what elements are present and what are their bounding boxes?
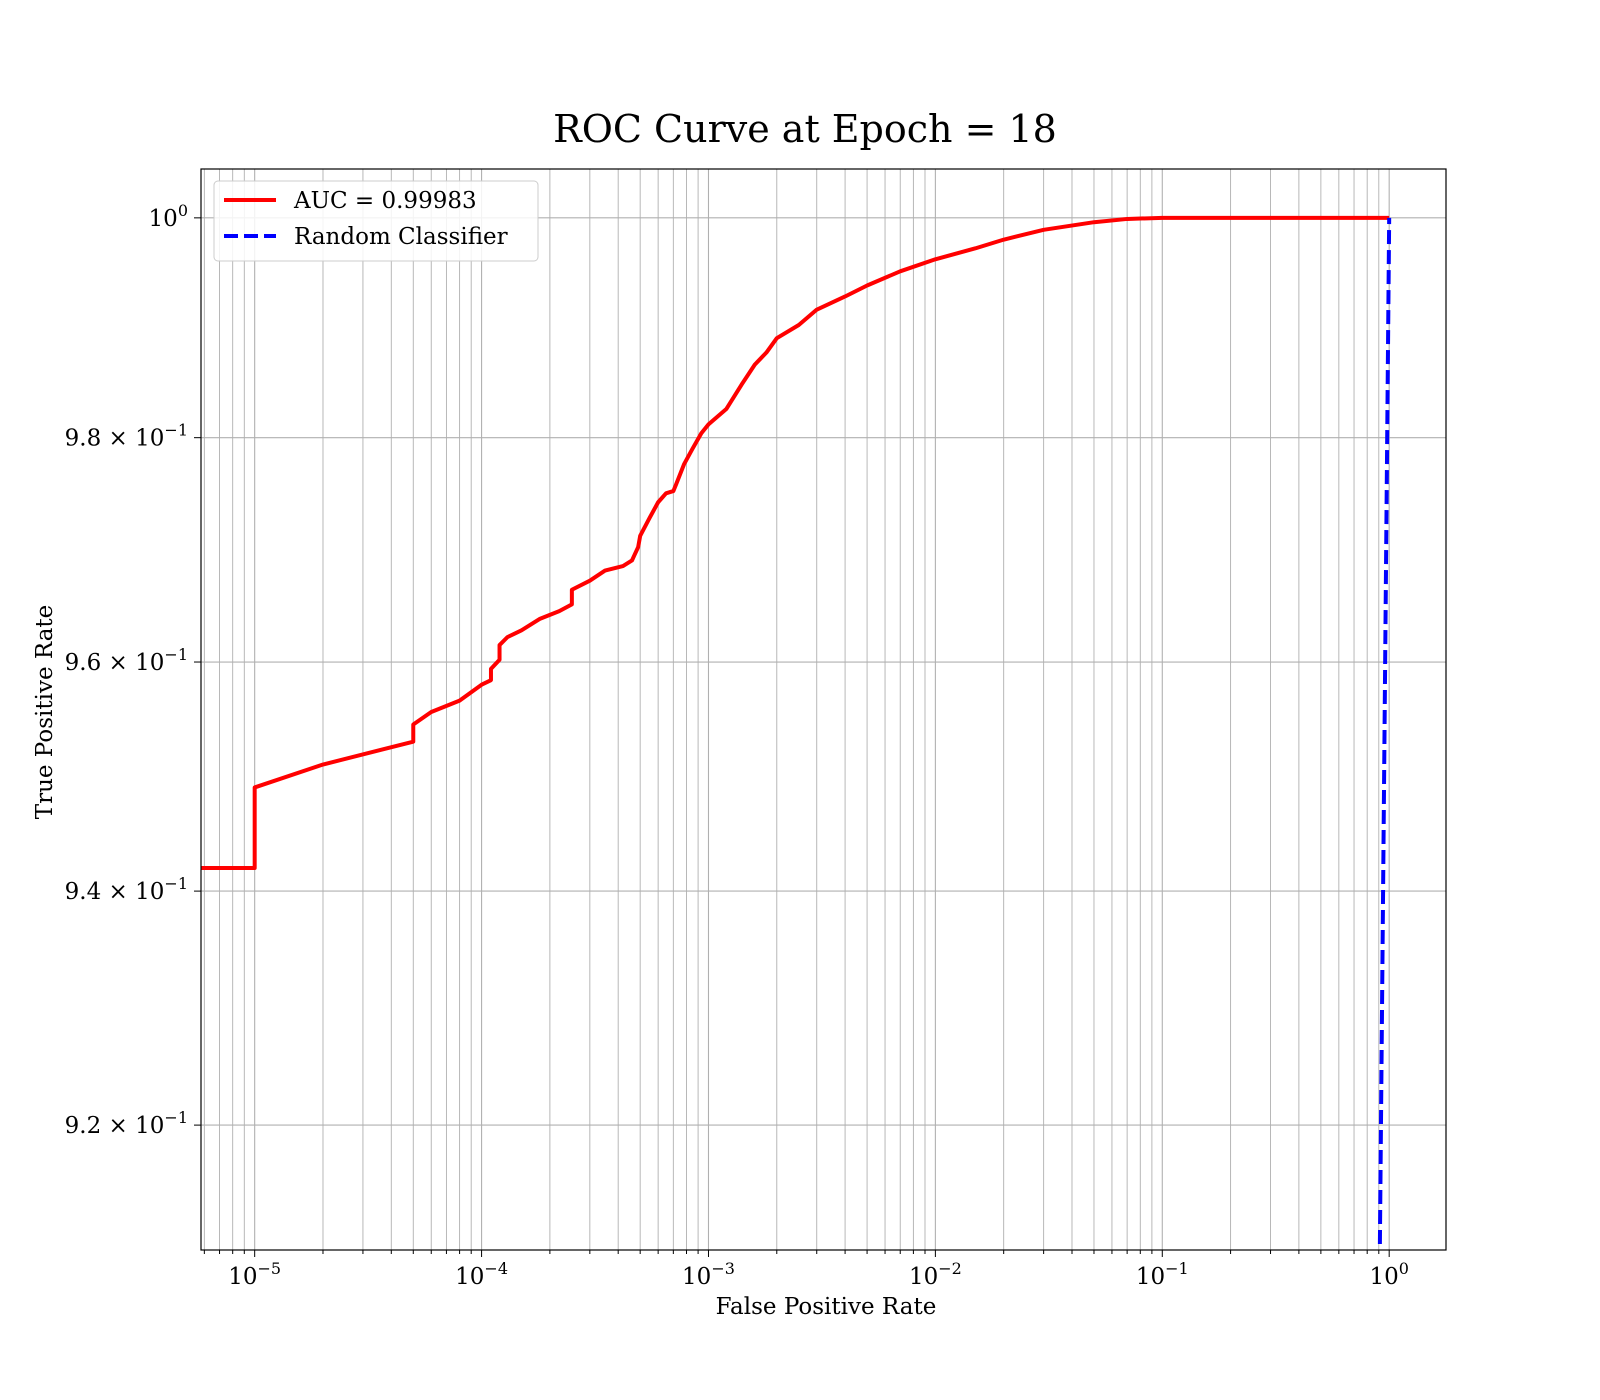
series-line-0 — [201, 215, 1390, 870]
tick-layer: 10−5 10−4 10−3 10−2 10−1 100 100 9.8 × 10−1 9.6 … — [65, 201, 1409, 1290]
y-tick-label: 9.2 × 10−1 — [65, 1108, 188, 1139]
x-tick-label: 10−2 — [909, 1259, 962, 1290]
series-line-1 — [1377, 217, 1392, 1245]
x-axis-label: False Positive Rate — [716, 1294, 937, 1320]
plot-frame — [200, 168, 1447, 1251]
x-tick-label: 10−1 — [1136, 1259, 1189, 1290]
legend-box — [213, 180, 539, 262]
y-tick-label: 100 — [149, 201, 188, 232]
chart-title: ROC Curve at Epoch = 18 — [553, 107, 1057, 151]
legend-label-random: Random Classifier — [294, 224, 508, 250]
series-layer — [201, 215, 1392, 1245]
y-tick-label: 9.4 × 10−1 — [65, 874, 188, 905]
x-tick-label: 100 — [1369, 1259, 1408, 1290]
x-tick-label: 10−3 — [682, 1259, 735, 1290]
y-axis-label: True Positive Rate — [32, 605, 58, 820]
x-tick-label: 10−5 — [228, 1259, 281, 1290]
legend: AUC = 0.99983 Random Classifier — [213, 180, 539, 262]
x-tick-label: 10−4 — [455, 1259, 508, 1290]
y-tick-label: 9.6 × 10−1 — [65, 645, 188, 676]
y-tick-label: 9.8 × 10−1 — [65, 421, 188, 452]
grid — [201, 169, 1446, 1250]
legend-label-auc: AUC = 0.99983 — [293, 188, 477, 214]
